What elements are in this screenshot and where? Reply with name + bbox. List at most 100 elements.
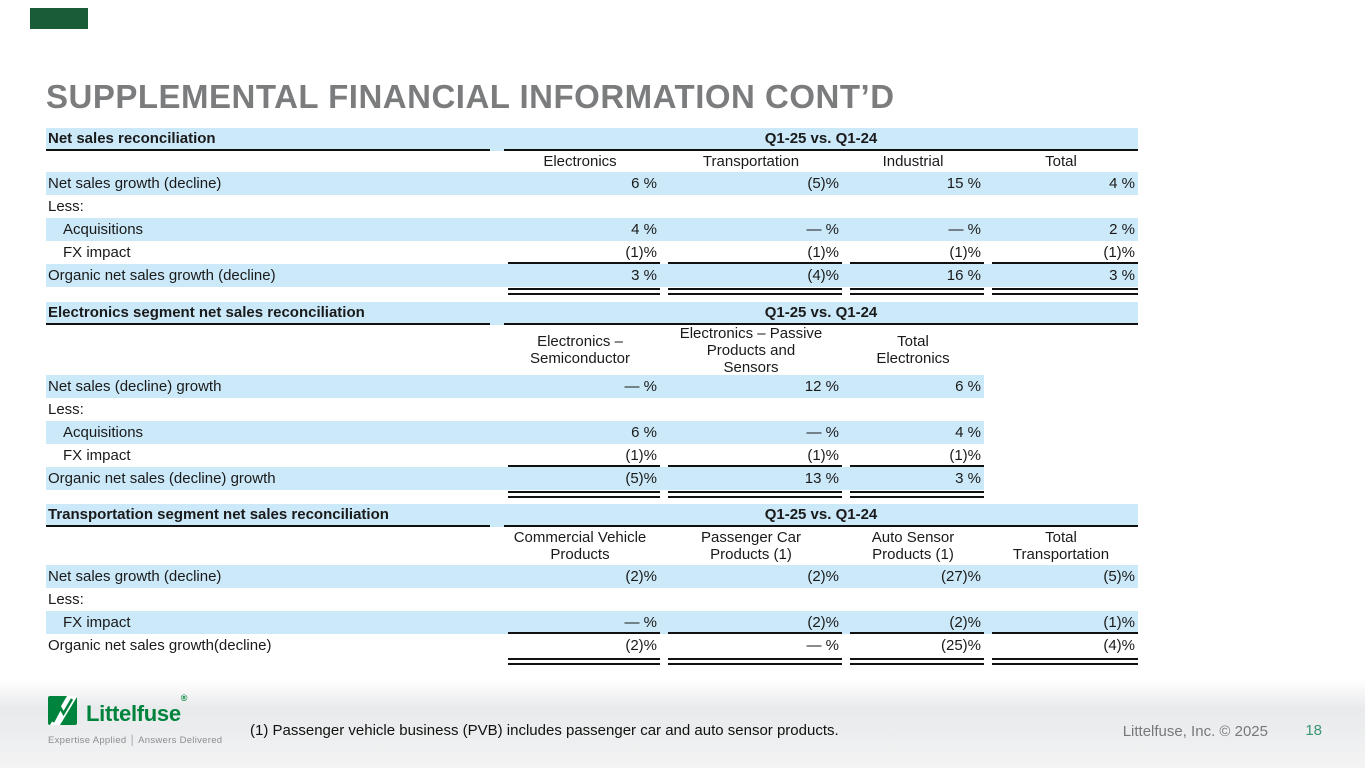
column-header: Electronics (543, 153, 617, 170)
footer-band (0, 680, 1365, 768)
double-rule-cell (660, 287, 842, 295)
row-label: Organic net sales growth(decline) (48, 637, 272, 654)
value-cell: 6 % (631, 424, 657, 441)
value-cell: 3 % (631, 267, 657, 284)
row-label: Less: (48, 591, 84, 608)
double-rule-cell (842, 287, 984, 295)
double-rule-row (46, 490, 1138, 498)
logo-tagline: Expertise Applied │ Answers Delivered (48, 735, 223, 746)
value-cell (500, 398, 660, 421)
table-row: Organic net sales (decline) growth (5)% 13… (46, 467, 1138, 490)
value-cell: (4)% (1103, 637, 1135, 654)
double-rule-line (668, 288, 842, 295)
double-rule-line (850, 491, 984, 498)
value-cell (842, 398, 984, 421)
double-rule-cell (500, 490, 660, 498)
value-cell: — % (624, 378, 657, 395)
value-cell: (5)% (1103, 568, 1135, 585)
table-row: Organic net sales growth (decline) 3 % (4)… (46, 264, 1138, 287)
table-net-sales-reconciliation: Net sales reconciliation Q1-25 vs. Q1-24 E… (46, 128, 1138, 295)
column-header: Total Electronics (876, 333, 950, 367)
column-header: Auto Sensor Products (1) (871, 529, 955, 563)
table-period-header: Q1-25 vs. Q1-24 (504, 302, 1138, 325)
value-cell: (5)% (625, 470, 657, 487)
value-cell: 2 % (1109, 221, 1135, 238)
table-title: Transportation segment net sales reconci… (46, 504, 490, 527)
table-row: Net sales growth (decline) 6 % (5)% 15 % 4 % (46, 172, 1138, 195)
value-cell: 6 % (631, 175, 657, 192)
value-cell: 12 % (804, 378, 839, 395)
value-cell: (25)% (940, 637, 981, 654)
row-label: Net sales growth (decline) (48, 568, 222, 585)
tables-container: Net sales reconciliation Q1-25 vs. Q1-24 E… (46, 128, 1138, 665)
row-label: Less: (48, 198, 84, 215)
row-label: FX impact (63, 244, 131, 261)
table-title: Electronics segment net sales reconcilia… (46, 302, 490, 325)
table-header-row: Electronics segment net sales reconcilia… (46, 302, 1138, 325)
double-rule-spacer (46, 490, 500, 498)
value-cell (660, 195, 842, 218)
table-header-row: Transportation segment net sales reconci… (46, 504, 1138, 527)
double-rule-line (850, 658, 984, 665)
column-header-spacer (46, 151, 500, 172)
column-header: Electronics – Semiconductor (529, 333, 631, 367)
column-header: Commercial Vehicle Products (513, 529, 647, 563)
value-cell: (2)% (625, 568, 657, 585)
value-cell: (1)% (660, 241, 842, 264)
double-rule-cell (984, 287, 1138, 295)
page-number: 18 (1305, 722, 1322, 739)
double-rule-line (508, 658, 660, 665)
value-cell: 13 % (804, 470, 839, 487)
value-cell: — % (806, 221, 839, 238)
double-rule-cell (660, 490, 842, 498)
double-rule-line (992, 288, 1138, 295)
value-cell: (1)% (984, 611, 1138, 634)
row-label: Organic net sales (decline) growth (48, 470, 276, 487)
double-rule-cell (500, 287, 660, 295)
value-cell: 3 % (1109, 267, 1135, 284)
value-cell: 6 % (955, 378, 981, 395)
double-rule-line (668, 491, 842, 498)
table-row: Organic net sales growth(decline) (2)% — %… (46, 634, 1138, 657)
logo-wordmark: Littelfuse® (86, 693, 188, 726)
table-row: Less: (46, 588, 1138, 611)
value-cell: (2)% (842, 611, 984, 634)
column-header: Electronics – Passive Products and Senso… (679, 324, 823, 376)
table-period-header: Q1-25 vs. Q1-24 (504, 504, 1138, 527)
value-cell: (1)% (660, 444, 842, 467)
table-row: FX impact — % (2)% (2)% (1)% (46, 611, 1138, 634)
column-header-spacer (46, 527, 500, 565)
value-cell (660, 398, 842, 421)
double-rule-cell (842, 490, 984, 498)
value-cell (984, 195, 1138, 218)
littelfuse-logo: Littelfuse® Expertise Applied │ Answers … (48, 693, 223, 746)
double-rule-line (992, 658, 1138, 665)
value-cell: 4 % (955, 424, 981, 441)
value-cell: (27)% (940, 568, 981, 585)
littelfuse-logo-icon (48, 696, 78, 732)
logo-row: Littelfuse® (48, 693, 222, 732)
value-cell: 16 % (946, 267, 981, 284)
value-cell: (2)% (625, 637, 657, 654)
column-header: Industrial (882, 153, 944, 170)
double-rule-line (508, 288, 660, 295)
table-row: FX impact (1)% (1)% (1)% (46, 444, 1138, 467)
double-rule-spacer (46, 657, 500, 665)
value-cell: (1)% (984, 241, 1138, 264)
table-period-header: Q1-25 vs. Q1-24 (504, 128, 1138, 151)
value-cell (842, 195, 984, 218)
column-header-row: Electronics – Semiconductor Electronics –… (46, 324, 1138, 376)
value-cell: (2)% (807, 568, 839, 585)
value-cell: (4)% (807, 267, 839, 284)
table-transportation-segment-reconciliation: Transportation segment net sales reconci… (46, 504, 1138, 665)
row-label: Acquisitions (63, 424, 144, 441)
value-cell (660, 588, 842, 611)
value-cell: — % (948, 221, 981, 238)
value-cell: 15 % (946, 175, 981, 192)
value-cell (984, 588, 1138, 611)
double-rule-cell (984, 657, 1138, 665)
table-row: Net sales (decline) growth — % 12 % 6 % (46, 375, 1138, 398)
row-label: Net sales growth (decline) (48, 175, 222, 192)
table-title: Net sales reconciliation (46, 128, 490, 151)
